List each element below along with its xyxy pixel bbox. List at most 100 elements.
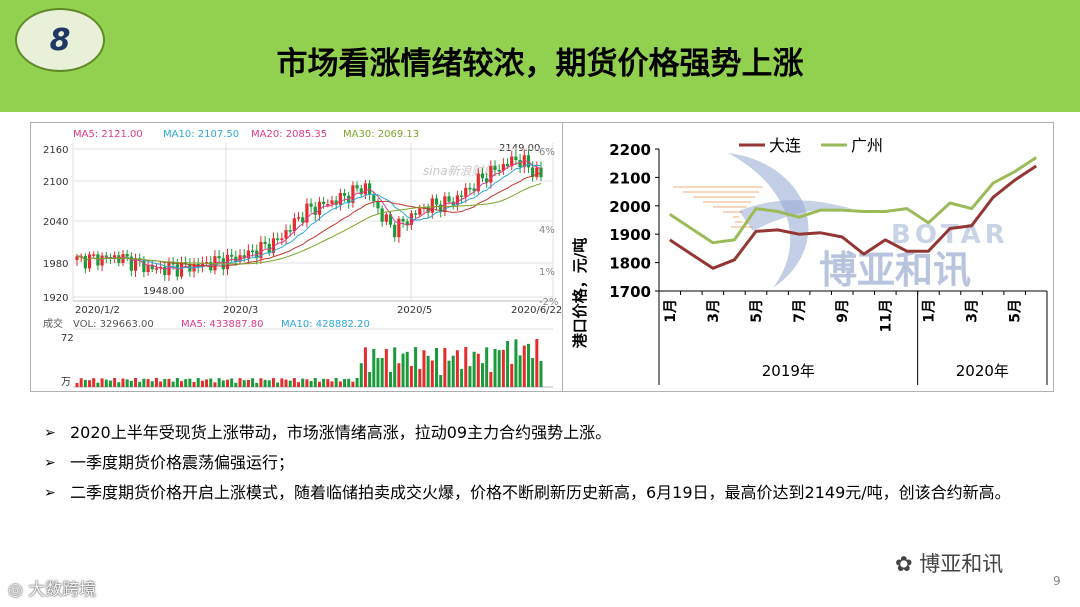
candle-body [489,165,493,183]
volume-bar [276,382,280,387]
volume-bar [238,378,242,387]
kline-price-axis: 2160 2100 2040 1980 1920 [43,145,68,304]
candle-body [443,196,447,213]
price-tick: 1980 [43,259,68,270]
volume-bar [380,358,384,387]
slide-number-badge: 8 [15,8,105,72]
volume-bar [96,382,100,387]
ma-line [76,183,542,265]
ma-line [76,163,542,269]
volume-bar [393,347,397,387]
volume-bar [108,380,112,387]
x-tick-label: 11月 [878,299,894,332]
candle-body [142,260,146,273]
volume-bar [317,381,321,387]
candle-body [305,203,309,223]
candle-body [501,163,505,171]
volume-bar [514,339,518,387]
series-line [668,156,1038,245]
candle-body [376,201,380,209]
logo-text-cn: 博亚和讯 [819,248,971,292]
volume-bar [259,378,263,387]
candle-body [397,218,401,238]
ma-label: MA5: 2121.00 [73,129,143,140]
volume-bar [196,378,200,387]
candle-body [355,185,359,189]
volume-bar [510,363,514,387]
slide-number: 8 [49,22,71,58]
volume-bar [200,380,204,387]
volume-bar [88,380,92,387]
volume-bar [297,382,301,387]
candle-body [372,194,376,202]
candle-body [179,262,184,277]
volume-unit: 万 [61,377,71,388]
volume-bar [104,379,108,387]
legend-label: 大连 [769,136,801,155]
ma-label: MA20: 2085.35 [251,129,327,140]
candle-body [154,268,159,270]
bullet-item: ➢ 2020上半年受现货上涨带动，市场涨情绪高涨，拉动09主力合约强势上涨。 [44,418,1064,448]
volume-bar [518,355,522,387]
arrow-bullet-icon: ➢ [44,485,56,501]
percent-tick: 1% [539,267,555,278]
candle-body [518,160,522,168]
volume-bar [280,378,284,387]
port-chart-lines [668,156,1038,270]
volume-bar [480,363,484,387]
volume-bar [313,378,317,387]
volume-bar [447,360,451,387]
volume-bar [284,379,288,387]
candle-body [288,230,292,232]
volume-bar [234,382,238,387]
volume-bar [288,380,292,387]
candle-body [539,167,543,178]
volume-bar [184,379,188,387]
volume-bar [175,378,179,387]
volume-legend: 成交 VOL: 329663.00 MA5: 433887.80 MA10: 4288… [43,317,553,388]
candle-body [171,262,175,265]
candle-body [476,173,480,192]
wechat-icon: ✿ [895,552,920,576]
volume-bar [117,382,121,387]
volume-bar [326,379,330,387]
volume-bar [142,378,146,387]
volume-bar [167,378,171,387]
candle-body [447,196,451,202]
volume-bar [334,378,338,387]
volume-bar [92,378,96,387]
candle-body [246,250,250,259]
candle-body [384,214,388,222]
candle-body [418,208,422,215]
candle-body [230,254,234,257]
candle-body [284,230,288,239]
candle-body [330,200,334,204]
y-tick-label: 1900 [609,226,651,244]
bullet-item: ➢ 二季度期货价格开启上涨模式，随着临储拍卖成交火爆，价格不断刷新历史新高，6月1… [44,478,1064,508]
volume-bar [338,381,342,387]
ma-legend: MA5: 2121.00 MA10: 2107.50 MA20: 2085.35 MA… [73,129,419,140]
volume-bar [217,378,221,387]
kline-svg: MA5: 2121.00 MA10: 2107.50 MA20: 2085.35 MA… [43,129,562,388]
volume-bar [443,348,447,387]
y-tick-label: 2200 [609,141,651,159]
volume-bar [79,378,83,387]
volume-bar [322,378,326,387]
y-tick-label: 1800 [609,255,651,273]
volume-bar [225,379,229,387]
percent-tick: 6% [539,147,555,158]
volume-bar [83,379,87,387]
volume-bar [213,382,217,387]
legend-label: 广州 [851,136,883,155]
volume-bar [301,378,305,387]
volume-bar [372,348,376,387]
candle-body [359,188,363,195]
price-tick: 2040 [43,217,68,228]
candle-body [259,241,263,259]
candle-body [129,256,133,271]
candle-body [75,256,79,260]
volume-bar [242,380,246,387]
date-tick: 2020/5 [397,305,432,316]
candle-body [175,264,179,277]
volume-bar [522,345,526,387]
